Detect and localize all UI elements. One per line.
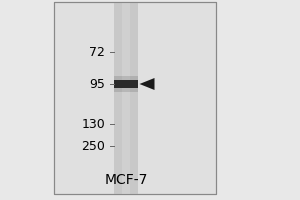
Text: 250: 250 (81, 140, 105, 152)
Text: 130: 130 (81, 117, 105, 130)
Bar (114, 2, 138, 194)
Text: 72: 72 (89, 46, 105, 58)
Text: MCF-7: MCF-7 (104, 173, 148, 187)
Bar (122, 2, 130, 194)
Text: 95: 95 (89, 78, 105, 90)
Bar (54, 2, 216, 194)
Bar (114, 80, 138, 88)
Polygon shape (140, 78, 154, 90)
Bar (54, 2, 216, 194)
Bar (114, 76, 138, 92)
